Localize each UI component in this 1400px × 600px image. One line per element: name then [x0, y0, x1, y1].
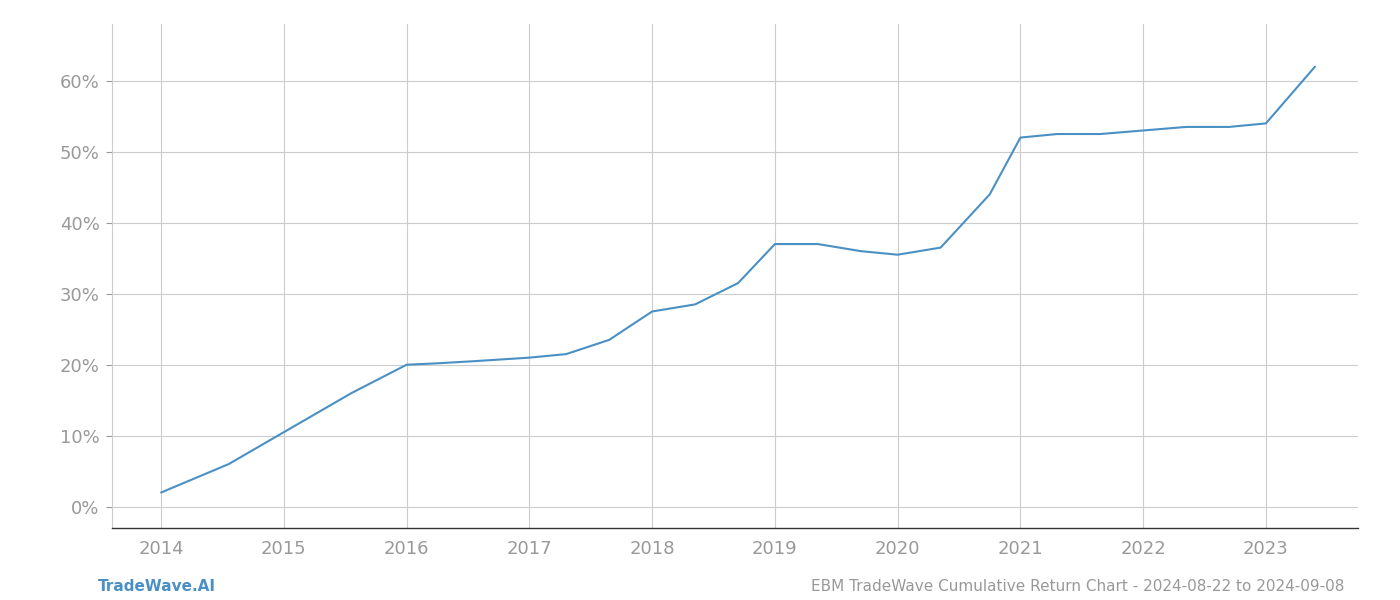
Text: TradeWave.AI: TradeWave.AI	[98, 579, 216, 594]
Text: EBM TradeWave Cumulative Return Chart - 2024-08-22 to 2024-09-08: EBM TradeWave Cumulative Return Chart - …	[811, 579, 1344, 594]
